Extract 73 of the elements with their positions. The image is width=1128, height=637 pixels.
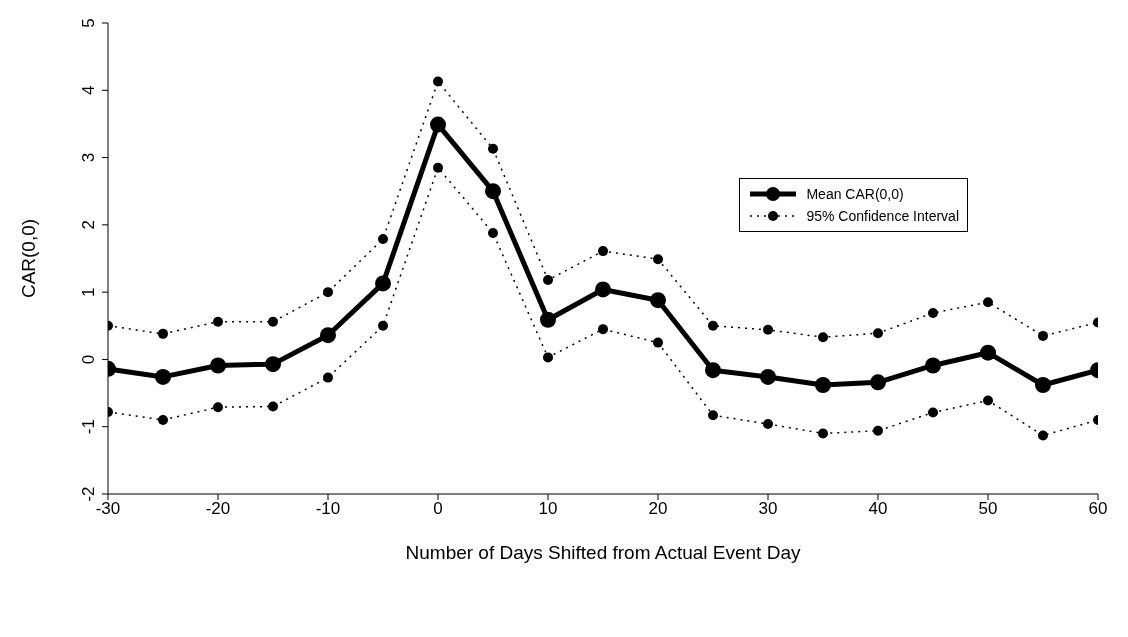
point bbox=[213, 402, 223, 413]
x-tick-label: -20 bbox=[205, 499, 231, 519]
point bbox=[925, 357, 941, 374]
x-tick-label: -10 bbox=[315, 499, 341, 519]
point bbox=[928, 308, 938, 318]
x-axis-title: Number of Days Shifted from Actual Event Day bbox=[405, 542, 801, 563]
point bbox=[598, 246, 608, 257]
y-tick-label: -2 bbox=[79, 486, 98, 502]
point bbox=[928, 407, 938, 418]
point bbox=[815, 377, 831, 393]
y-tick-label: 0 bbox=[79, 354, 98, 365]
point bbox=[213, 316, 223, 327]
point bbox=[708, 410, 718, 421]
point bbox=[870, 374, 886, 391]
point bbox=[485, 183, 501, 200]
x-tick-label: 40 bbox=[868, 499, 888, 519]
x-tick-label: 0 bbox=[433, 499, 443, 519]
point bbox=[653, 254, 663, 265]
point bbox=[763, 324, 773, 335]
point bbox=[598, 324, 608, 335]
point bbox=[818, 428, 828, 439]
point bbox=[433, 76, 443, 87]
x-tick-label: 10 bbox=[538, 499, 558, 519]
y-tick-label: 1 bbox=[79, 287, 98, 297]
point bbox=[760, 368, 776, 385]
point bbox=[375, 275, 391, 292]
point bbox=[488, 143, 498, 154]
point bbox=[705, 362, 721, 379]
point bbox=[378, 320, 388, 331]
point bbox=[268, 316, 278, 327]
point bbox=[818, 332, 828, 343]
point bbox=[540, 311, 556, 328]
x-tick-label: 50 bbox=[978, 499, 998, 519]
x-tick-label: -30 bbox=[95, 499, 121, 519]
point bbox=[158, 328, 168, 339]
point bbox=[873, 425, 883, 436]
point bbox=[320, 327, 336, 344]
point bbox=[155, 368, 171, 385]
point bbox=[1038, 430, 1048, 441]
point bbox=[708, 320, 718, 331]
y-tick-label: 3 bbox=[79, 152, 98, 163]
point bbox=[1038, 330, 1048, 341]
point bbox=[1035, 377, 1051, 393]
point bbox=[158, 414, 168, 425]
point bbox=[873, 328, 883, 339]
point bbox=[653, 337, 663, 348]
point bbox=[543, 275, 553, 286]
point bbox=[378, 233, 388, 244]
point bbox=[543, 352, 553, 363]
point bbox=[650, 292, 666, 309]
y-tick-label: 2 bbox=[79, 220, 98, 230]
y-tick-label: 5 bbox=[79, 18, 98, 28]
point bbox=[763, 419, 773, 430]
legend-label: Mean CAR(0,0) bbox=[806, 186, 904, 202]
y-tick-label: -1 bbox=[79, 419, 98, 435]
point bbox=[983, 395, 993, 406]
y-axis-title: CAR(0,0) bbox=[17, 218, 39, 299]
y-tick-label: 4 bbox=[79, 85, 98, 96]
point bbox=[980, 344, 996, 361]
point bbox=[595, 281, 611, 298]
point bbox=[983, 297, 993, 308]
point bbox=[268, 401, 278, 412]
legend-label: 95% Confidence Interval bbox=[806, 208, 959, 224]
point bbox=[323, 372, 333, 383]
point bbox=[433, 162, 443, 173]
point bbox=[265, 356, 281, 373]
point bbox=[488, 227, 498, 238]
x-tick-label: 20 bbox=[648, 499, 668, 519]
point bbox=[323, 287, 333, 298]
point bbox=[210, 357, 226, 374]
point bbox=[430, 116, 446, 133]
x-tick-label: 60 bbox=[1088, 499, 1108, 519]
x-tick-label: 30 bbox=[758, 499, 778, 519]
